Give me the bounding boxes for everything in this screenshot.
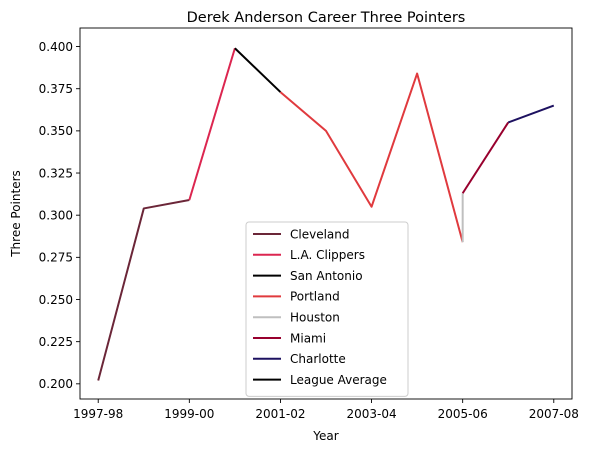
legend-label-portland: Portland bbox=[290, 290, 340, 304]
y-tick-label: 0.325 bbox=[39, 166, 73, 180]
legend-label-houston: Houston bbox=[290, 311, 340, 325]
legend-label-san-antonio: San Antonio bbox=[290, 269, 363, 283]
legend-label-cleveland: Cleveland bbox=[290, 227, 350, 241]
x-axis-label: Year bbox=[312, 429, 338, 443]
y-axis-label: Three Pointers bbox=[9, 170, 23, 258]
y-tick-label: 0.225 bbox=[39, 335, 73, 349]
y-tick-label: 0.275 bbox=[39, 251, 73, 265]
y-tick-label: 0.250 bbox=[39, 293, 73, 307]
y-axis-ticks: 0.200 0.225 0.250 0.275 0.300 0.325 0.350 0.375… bbox=[39, 40, 80, 391]
legend-label-league-average: League Average bbox=[290, 373, 387, 387]
x-tick-label: 2003-04 bbox=[346, 407, 396, 421]
legend-label-miami: Miami bbox=[290, 331, 326, 345]
plot-lines bbox=[97, 47, 555, 381]
chart-title: Derek Anderson Career Three Pointers bbox=[187, 10, 466, 26]
x-tick-label: 2001-02 bbox=[255, 407, 305, 421]
x-tick-label: 1997-98 bbox=[73, 407, 123, 421]
series-line-portland bbox=[279, 72, 464, 243]
x-tick-label: 1999-00 bbox=[164, 407, 214, 421]
series-line-cleveland bbox=[97, 199, 190, 381]
legend-label-l-a-clippers: L.A. Clippers bbox=[290, 248, 365, 262]
legend-box bbox=[245, 221, 409, 397]
series-line-miami bbox=[461, 121, 510, 194]
y-tick-label: 0.375 bbox=[39, 82, 73, 96]
y-tick-label: 0.400 bbox=[39, 40, 73, 54]
y-tick-label: 0.300 bbox=[39, 208, 73, 222]
series-line-charlotte bbox=[507, 104, 555, 124]
y-tick-label: 0.350 bbox=[39, 124, 73, 138]
x-tick-label: 2007-08 bbox=[529, 407, 579, 421]
y-tick-label: 0.200 bbox=[39, 377, 73, 391]
series-line-san-antonio bbox=[234, 47, 282, 93]
legend: Cleveland L.A. Clippers San Antonio Portlan… bbox=[245, 221, 409, 397]
x-axis-ticks: 1997-98 1999-00 2001-02 2003-04 2005-06 2007-… bbox=[73, 399, 579, 421]
plot-frame bbox=[79, 27, 573, 400]
legend-label-charlotte: Charlotte bbox=[290, 352, 346, 366]
series-line-l-a-clippers bbox=[188, 47, 236, 201]
x-tick-label: 2005-06 bbox=[438, 407, 488, 421]
